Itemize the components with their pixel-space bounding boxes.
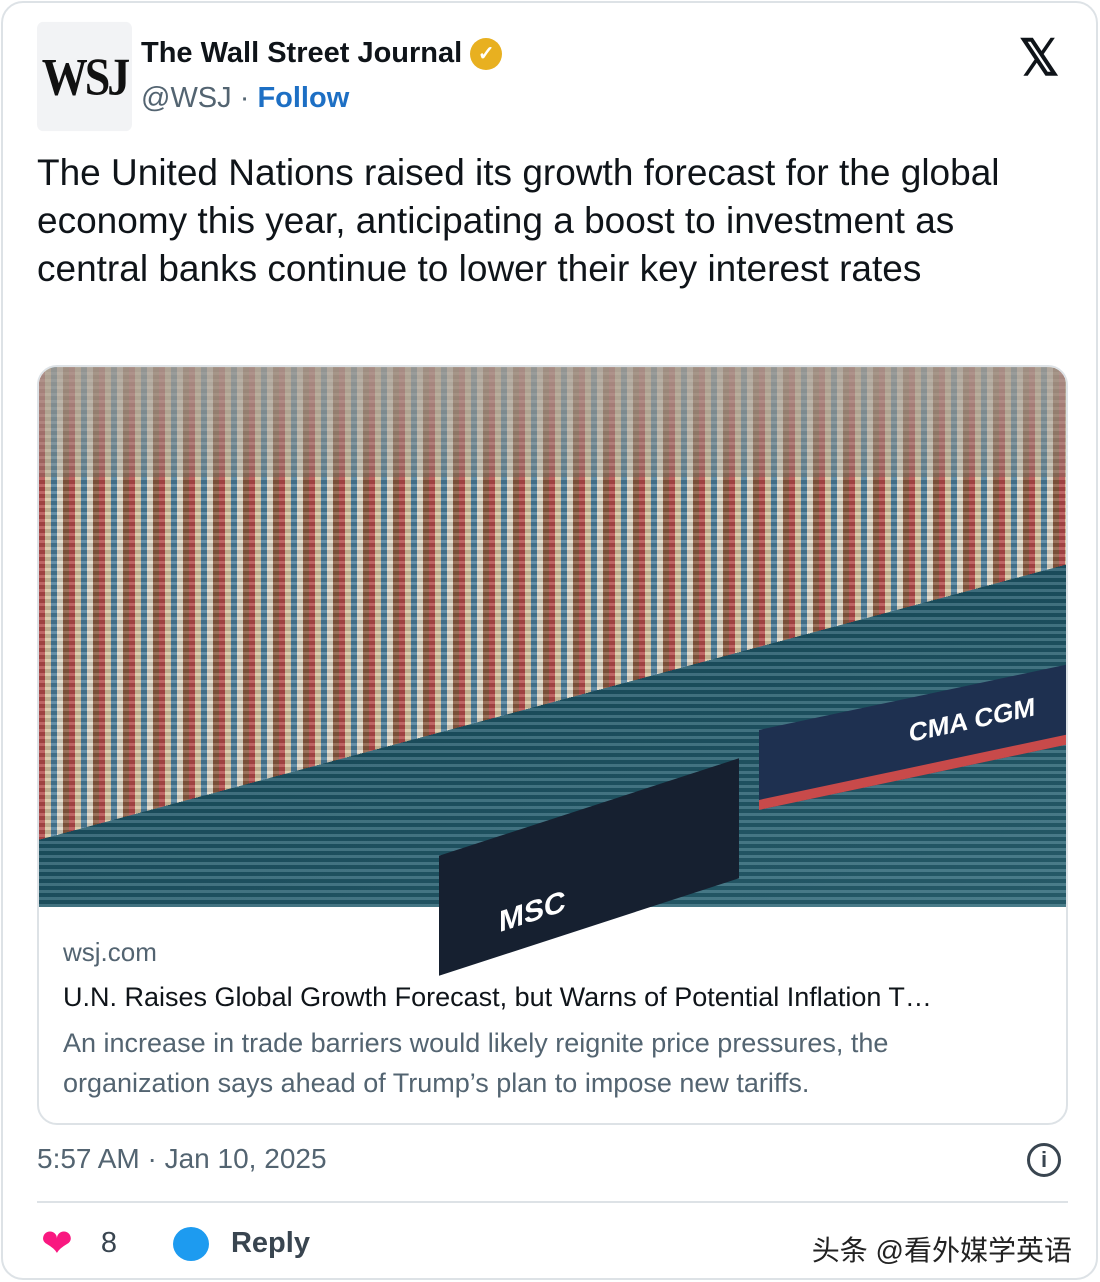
info-icon[interactable]: i bbox=[1027, 1143, 1061, 1177]
reply-button[interactable]: Reply bbox=[230, 1227, 310, 1259]
author-handle-row: @WSJ · Follow bbox=[141, 82, 349, 115]
watermark: 头条 @看外媒学英语 bbox=[811, 1235, 1072, 1266]
author-name-text: The Wall Street Journal bbox=[141, 37, 463, 69]
separator: · bbox=[231, 82, 258, 114]
verified-badge-icon: ✓ bbox=[470, 37, 503, 70]
link-card[interactable]: CMA CGM MSC wsj.com U.N. Raises Global G… bbox=[37, 365, 1068, 1125]
link-domain: wsj.com bbox=[63, 937, 157, 967]
link-description: An increase in trade barriers would like… bbox=[63, 1028, 889, 1098]
author-handle[interactable]: @WSJ bbox=[141, 82, 232, 114]
link-title[interactable]: U.N. Raises Global Growth Forecast, but … bbox=[63, 982, 932, 1012]
x-logo-icon[interactable]: 𝕏 bbox=[1019, 30, 1060, 86]
ship-label: CMA CGM bbox=[759, 664, 1066, 810]
link-meta: wsj.com U.N. Raises Global Growth Foreca… bbox=[39, 907, 1066, 1103]
reply-icon[interactable] bbox=[172, 1226, 209, 1261]
avatar[interactable]: WSJ bbox=[37, 21, 132, 132]
follow-button[interactable]: Follow bbox=[257, 82, 350, 114]
like-count: 8 bbox=[100, 1227, 117, 1259]
article-image: CMA CGM MSC bbox=[39, 367, 1066, 976]
timestamp[interactable]: 5:57 AM · Jan 10, 2025 bbox=[37, 1143, 327, 1174]
actions-bar: ❤ 8 Reply bbox=[41, 1221, 310, 1266]
tweet-text: The United Nations raised its growth for… bbox=[37, 152, 1000, 289]
divider bbox=[37, 1201, 1068, 1203]
author-name[interactable]: The Wall Street Journal ✓ bbox=[141, 37, 503, 70]
heart-icon[interactable]: ❤ bbox=[41, 1223, 73, 1265]
